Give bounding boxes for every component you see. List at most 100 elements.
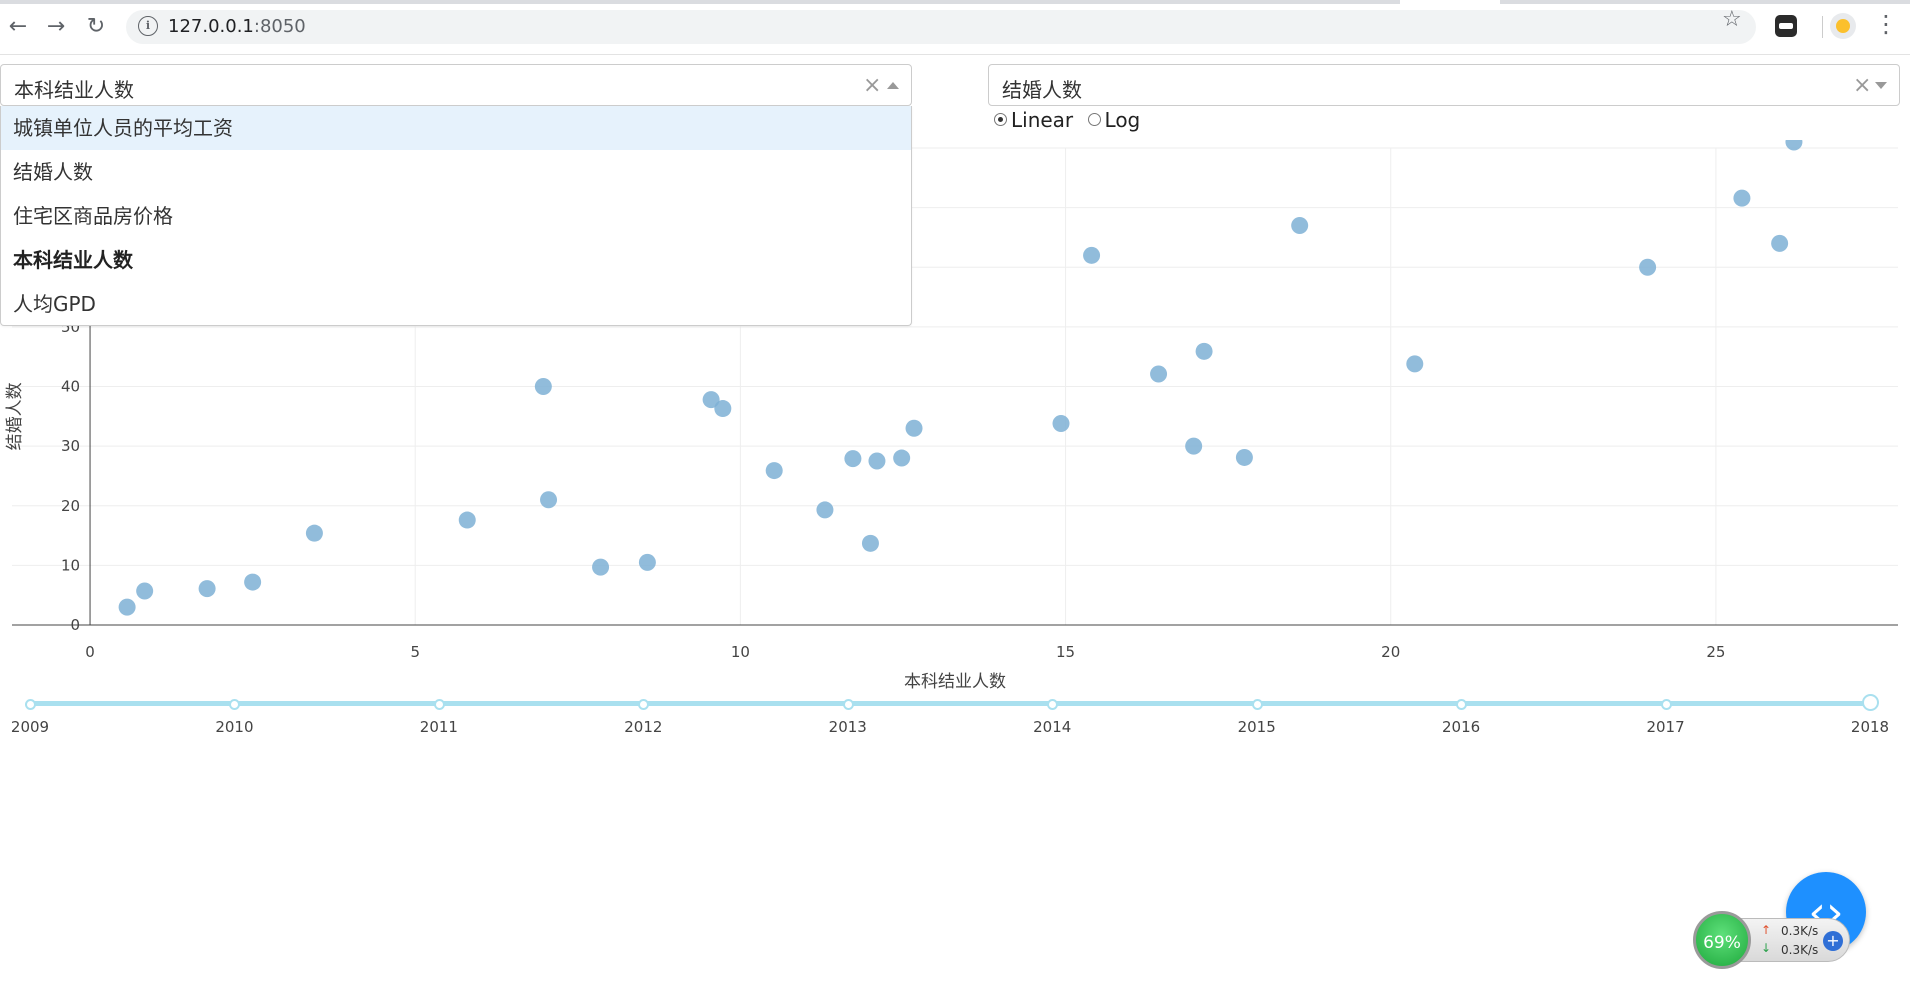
forward-icon[interactable]: →: [46, 13, 66, 39]
menu-kebab-icon[interactable]: ⋮: [1874, 10, 1898, 38]
data-point: [861, 534, 879, 552]
url-host: 127.0.0.1: [168, 16, 254, 37]
data-point: [1406, 355, 1424, 373]
data-point: [1291, 217, 1309, 235]
y-axis-dropdown[interactable]: 结婚人数 ×: [988, 64, 1900, 106]
extension-icon[interactable]: [1775, 15, 1797, 37]
data-point: [1639, 258, 1657, 276]
data-point: [638, 553, 656, 571]
slider-stop[interactable]: [25, 699, 36, 710]
x-axis-clear-icon[interactable]: ×: [863, 73, 882, 98]
slider-stop[interactable]: [1251, 699, 1263, 710]
data-point: [714, 400, 732, 418]
data-point: [893, 449, 911, 467]
data-point: [868, 452, 886, 470]
address-bar[interactable]: i 127.0.0.1:8050: [126, 10, 1756, 44]
chevron-down-icon[interactable]: [1875, 82, 1887, 89]
y-scale-radio-group: Linear Log: [994, 108, 1148, 132]
data-point: [1052, 414, 1070, 432]
data-point: [1185, 437, 1203, 455]
dropdown-option-selected[interactable]: 本科结业人数: [13, 248, 133, 272]
data-point: [458, 511, 476, 529]
chevron-up-icon[interactable]: [887, 82, 899, 89]
slider-stop[interactable]: [842, 699, 854, 710]
download-arrow-icon: ↓: [1761, 941, 1772, 955]
profile-avatar[interactable]: [1830, 13, 1856, 39]
slider-mark-label[interactable]: 2018: [1850, 718, 1890, 736]
data-point: [1785, 140, 1803, 151]
upload-arrow-icon: ↑: [1761, 923, 1772, 937]
url-port: :8050: [253, 16, 306, 37]
dropdown-option[interactable]: 住宅区商品房价格: [13, 204, 173, 228]
x-axis-dropdown[interactable]: 本科结业人数 ×: [0, 64, 912, 106]
year-slider[interactable]: 2009 2010 2011 2012 2013 2014 2015 2016 2017 2018: [11, 694, 1889, 740]
slider-mark-label[interactable]: 2014: [1033, 718, 1072, 736]
x-tick-label: 5: [410, 643, 420, 661]
x-tick-label: 0: [85, 643, 95, 661]
site-info-icon[interactable]: i: [138, 16, 158, 36]
radio-log-label: Log: [1104, 108, 1141, 132]
x-tick-label: 15: [1056, 643, 1075, 661]
add-icon[interactable]: +: [1823, 931, 1843, 951]
data-point: [1150, 365, 1168, 383]
slider-stop[interactable]: [1047, 699, 1059, 710]
tab-strip: [0, 0, 1400, 4]
data-point: [118, 598, 136, 616]
x-axis-dropdown-value: 本科结业人数: [14, 78, 134, 102]
slider-stop[interactable]: [1456, 699, 1468, 710]
dropdown-option[interactable]: 城镇单位人员的平均工资: [1, 106, 911, 150]
y-tick-label: 0: [70, 616, 80, 634]
upload-speed: 0.3K/s: [1781, 924, 1819, 938]
slider-handle[interactable]: [1862, 694, 1879, 711]
dropdown-option[interactable]: 人均GPD: [13, 292, 96, 316]
y-axis-title: 结婚人数: [5, 382, 25, 450]
data-point: [136, 582, 154, 600]
data-point: [540, 491, 558, 509]
slider-mark-label[interactable]: 2012: [624, 718, 663, 736]
data-point: [1771, 234, 1789, 252]
slider-mark-label[interactable]: 2017: [1646, 718, 1685, 736]
radio-log-button[interactable]: [1087, 113, 1101, 126]
radio-linear[interactable]: Linear: [994, 108, 1073, 132]
slider-stop[interactable]: [229, 699, 241, 710]
slider-mark-label[interactable]: 2011: [419, 718, 458, 736]
slider-stop[interactable]: [638, 699, 650, 710]
url-text[interactable]: 127.0.0.1:8050: [168, 16, 306, 37]
data-point: [198, 580, 216, 598]
x-tick-label: 10: [731, 643, 750, 661]
network-monitor-widget[interactable]: 69% ↑ 0.3K/s ↓ 0.3K/s +: [1693, 911, 1850, 969]
slider-stop[interactable]: [433, 699, 445, 710]
data-point: [1083, 246, 1101, 264]
y-tick-label: 20: [61, 497, 80, 515]
dropdown-option[interactable]: 结婚人数: [13, 160, 93, 184]
data-point: [244, 573, 262, 591]
radio-linear-label: Linear: [1011, 108, 1074, 132]
reload-icon[interactable]: ↻: [86, 13, 106, 39]
slider-mark-label[interactable]: 2013: [828, 718, 867, 736]
browser-toolbar: ← → ↻ i 127.0.0.1:8050 ☆ ⋮: [0, 0, 1910, 55]
data-point: [702, 391, 720, 409]
x-tick-label: 25: [1706, 643, 1725, 661]
slider-stop[interactable]: [1660, 699, 1672, 710]
slider-mark-label[interactable]: 2016: [1442, 718, 1481, 736]
y-axis-clear-icon[interactable]: ×: [1853, 73, 1872, 98]
data-point: [1195, 342, 1213, 360]
slider-mark-label[interactable]: 2010: [215, 718, 254, 736]
data-point: [1733, 189, 1751, 207]
toolbar-divider: [1822, 16, 1823, 38]
back-icon[interactable]: ←: [8, 13, 28, 39]
radio-linear-button[interactable]: [994, 113, 1007, 126]
download-speed: 0.3K/s: [1781, 943, 1819, 957]
bookmark-star-icon[interactable]: ☆: [1722, 7, 1742, 32]
data-point: [905, 419, 923, 437]
slider-track[interactable]: [30, 701, 1870, 706]
slider-mark-label[interactable]: 2015: [1237, 718, 1276, 736]
x-tick-label: 20: [1381, 643, 1400, 661]
y-axis-dropdown-value: 结婚人数: [1002, 78, 1082, 102]
y-tick-label: 30: [61, 437, 80, 455]
slider-mark-label[interactable]: 2009: [10, 718, 50, 736]
y-tick-label: 40: [61, 378, 80, 396]
radio-log[interactable]: Log: [1087, 108, 1141, 132]
data-point: [1235, 448, 1253, 466]
x-axis-title: 本科结业人数: [904, 672, 1006, 692]
